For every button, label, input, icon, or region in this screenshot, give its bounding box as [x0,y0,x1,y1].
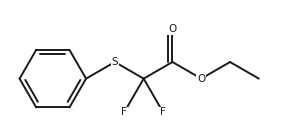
Text: S: S [112,57,118,67]
Text: F: F [121,107,127,117]
Text: O: O [168,24,177,34]
Text: F: F [160,107,166,117]
Text: O: O [197,74,205,84]
